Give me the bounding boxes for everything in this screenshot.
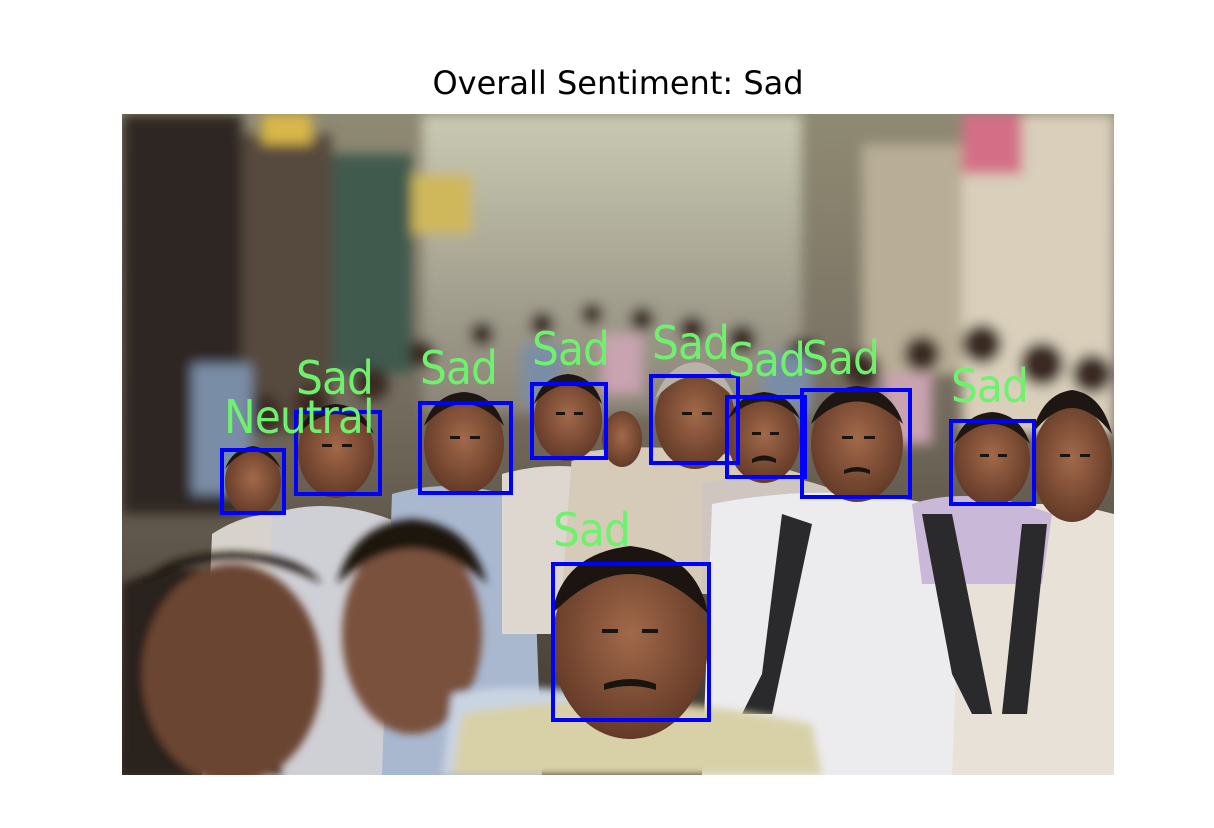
face-box-1 (220, 448, 286, 515)
face-box-7 (800, 388, 912, 499)
face-label-6: Sad (728, 333, 806, 387)
face-label-3: Sad (420, 341, 498, 395)
face-box-6 (725, 395, 807, 479)
crowd-photo-image (122, 114, 1114, 775)
crowd-photo: Neutral Sad Sad Sad Sad Sad Sad Sad Sad (122, 114, 1114, 775)
face-box-2 (294, 410, 382, 496)
figure-title: Overall Sentiment: Sad (432, 64, 804, 102)
face-box-8 (949, 419, 1036, 506)
face-box-5 (649, 374, 740, 465)
face-label-4: Sad (532, 322, 610, 376)
face-box-3 (418, 401, 513, 495)
face-box-4 (530, 382, 608, 460)
face-box-9 (551, 562, 711, 722)
face-label-8: Sad (951, 359, 1029, 413)
face-label-9: Sad (553, 503, 631, 557)
face-label-2: Sad (296, 351, 374, 405)
face-label-1: Neutral (224, 390, 375, 444)
face-label-7: Sad (802, 331, 880, 385)
face-label-5: Sad (652, 316, 730, 370)
